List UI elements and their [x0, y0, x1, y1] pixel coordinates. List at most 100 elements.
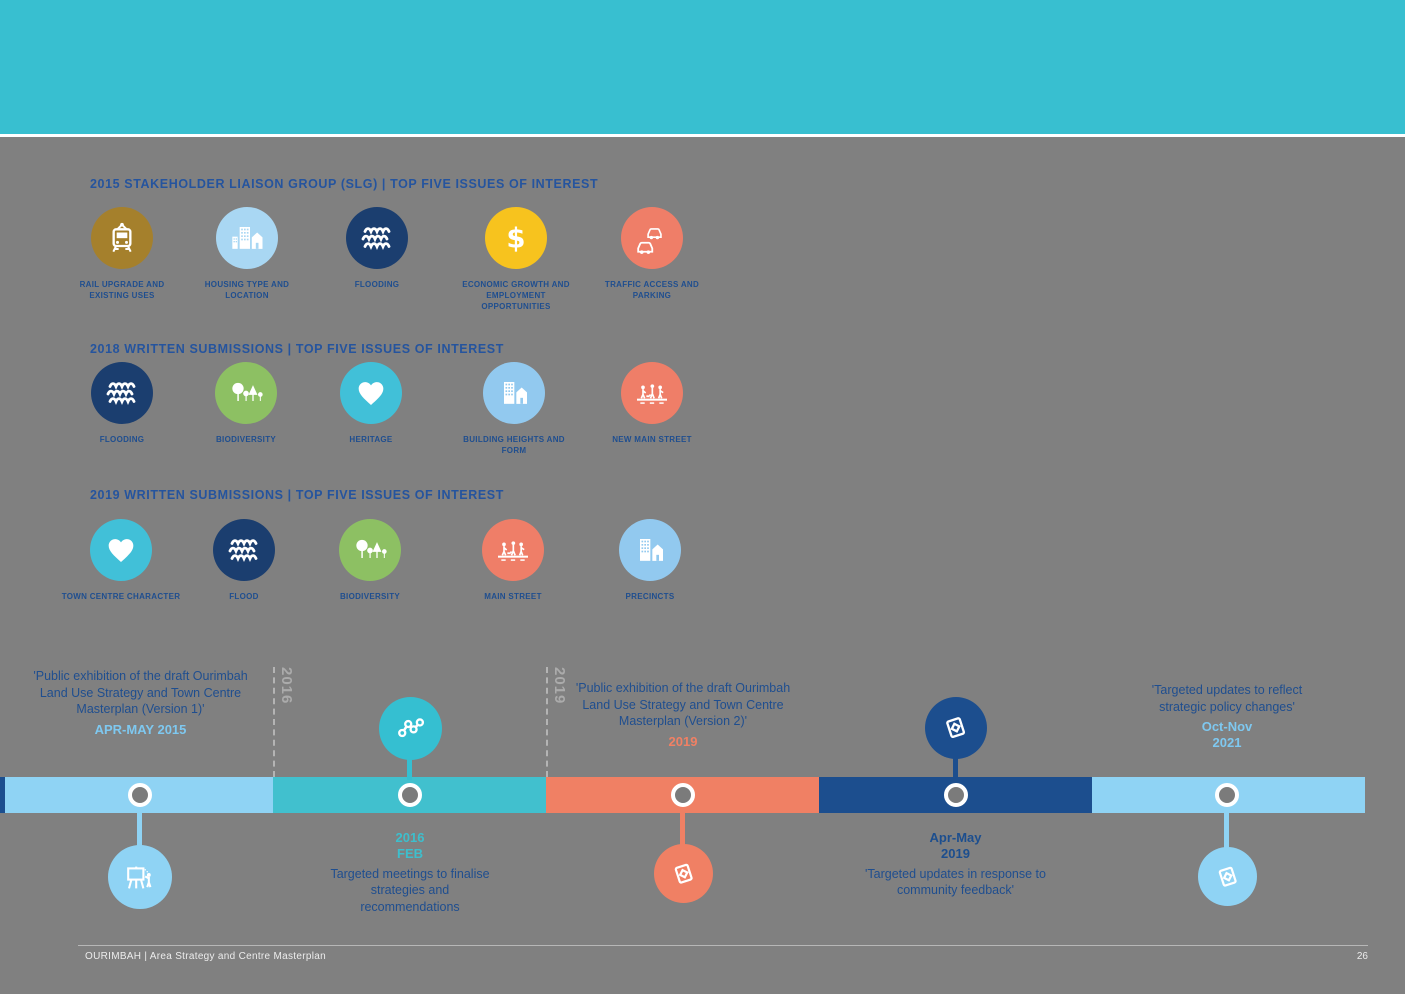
timeline-note-text: 'Public exhibition of the draft Ourimbah… [575, 681, 791, 728]
issue-circle [216, 207, 278, 269]
document-icon [946, 717, 966, 739]
milestone-circle [925, 697, 987, 759]
footer-title: OURIMBAH | Area Strategy and Centre Mast… [85, 951, 326, 962]
section-title-2019-submissions: 2019 WRITTEN SUBMISSIONS | TOP FIVE ISSU… [90, 488, 504, 502]
main-street-icon [498, 541, 528, 561]
issue-label: TRAFFIC ACCESS AND PARKING [604, 280, 700, 300]
timeline-dot [944, 783, 968, 807]
timeline-date: 2019 [668, 733, 698, 749]
page-number: 26 [1356, 951, 1368, 962]
issue-label: ECONOMIC GROWTH AND EMPLOYMENT OPPORTUNI… [462, 280, 570, 311]
heart-icon [108, 539, 134, 562]
issue-item: HERITAGE [309, 362, 433, 446]
issue-circle: $ [485, 207, 547, 269]
timeline-dot [128, 783, 152, 807]
section-title-2015-slg: 2015 STAKEHOLDER LIAISON GROUP (SLG) | T… [90, 177, 599, 191]
issue-label: RAIL UPGRADE AND EXISTING USES [79, 280, 165, 300]
issue-circle [346, 207, 408, 269]
year-marker-2019: 2019 [551, 667, 568, 705]
network-icon [397, 717, 424, 737]
waves-icon [361, 227, 391, 251]
timeline-dot [398, 783, 422, 807]
issue-circle [339, 519, 401, 581]
buildings-house-icon [232, 227, 263, 249]
dollar-icon: $ [506, 222, 525, 254]
issue-label: HERITAGE [349, 435, 393, 444]
issue-circle [215, 362, 277, 424]
issue-item: TOWN CENTRE CHARACTER [59, 519, 183, 603]
issue-label: BIODIVERSITY [339, 592, 401, 601]
issue-label: FLOODING [99, 435, 145, 444]
timeline-connector [680, 809, 685, 847]
trees-icon [232, 382, 263, 401]
issue-circle [90, 519, 152, 581]
milestone-circle [654, 844, 713, 903]
presentation-icon [126, 866, 152, 889]
issue-item: BIODIVERSITY [184, 362, 308, 446]
issue-circle [91, 207, 153, 269]
timeline-dot [671, 783, 695, 807]
issue-label: MAIN STREET [484, 592, 542, 601]
timeline-date: 2019 [941, 846, 970, 862]
issue-item: BUILDING HEIGHTS AND FORM [452, 362, 576, 457]
heart-icon [358, 382, 384, 405]
issue-item: PRECINCTS [588, 519, 712, 603]
document-icon [1218, 866, 1237, 887]
issue-item: FLOODING [315, 207, 439, 291]
timeline-connector [953, 755, 958, 780]
timeline-note-2016: 2016 FEB Targeted meetings to finalise s… [330, 830, 490, 915]
issue-item: FLOOD [182, 519, 306, 603]
timeline-connector [407, 755, 412, 780]
timeline-note-text: Targeted meetings to finalise strategies… [330, 866, 490, 914]
issue-item: HOUSING TYPE AND LOCATION [185, 207, 309, 302]
timeline-note-2019-updates: Apr-May 2019 'Targeted updates in respon… [848, 830, 1063, 899]
timeline-date: Oct-Nov [1201, 719, 1253, 734]
timeline-note-text: 'Targeted updates to reflect strategic p… [1151, 683, 1303, 714]
timeline-note-2021: 'Targeted updates to reflect strategic p… [1134, 682, 1320, 752]
issue-circle [340, 362, 402, 424]
issue-label: FLOOD [229, 592, 259, 601]
waves-icon [228, 539, 258, 563]
issue-circle [621, 362, 683, 424]
timeline-note-text: 'Public exhibition of the draft Ourimbah… [33, 669, 248, 716]
milestone-circle [379, 697, 442, 760]
tram-icon [112, 222, 132, 253]
issue-item: TRAFFIC ACCESS AND PARKING [590, 207, 714, 302]
milestone-circle [108, 845, 172, 909]
year-marker-2016: 2016 [278, 667, 295, 705]
timeline-date: Apr-May [929, 830, 982, 845]
issue-item: MAIN STREET [451, 519, 575, 603]
timeline-connector [137, 809, 142, 849]
issue-label: BUILDING HEIGHTS AND FORM [463, 435, 565, 455]
header-band [0, 0, 1405, 137]
timeline-date: 2021 [1212, 735, 1242, 751]
document-icon [674, 863, 693, 884]
waves-icon [106, 382, 136, 406]
issue-item: FLOODING [60, 362, 184, 446]
main-street-icon [637, 384, 667, 404]
timeline-date: FEB [397, 846, 423, 862]
trees-icon [356, 539, 387, 558]
year-divider-2016 [273, 667, 275, 777]
timeline-note-2015: 'Public exhibition of the draft Ourimbah… [33, 668, 248, 738]
buildings-house-icon [640, 539, 663, 561]
buildings-house-icon [504, 382, 527, 404]
issue-item: BIODIVERSITY [308, 519, 432, 603]
issue-item: NEW MAIN STREET [590, 362, 714, 446]
milestone-circle [1198, 847, 1257, 906]
issue-label: BIODIVERSITY [215, 435, 277, 444]
timeline-connector [1224, 809, 1229, 850]
issue-label: TOWN CENTRE CHARACTER [61, 592, 181, 601]
issue-label: NEW MAIN STREET [612, 435, 692, 444]
year-divider-2019 [546, 667, 548, 777]
issue-circle [91, 362, 153, 424]
timeline-dot [1215, 783, 1239, 807]
issue-item: $ ECONOMIC GROWTH AND EMPLOYMENT OPPORTU… [454, 207, 578, 312]
issue-circle [482, 519, 544, 581]
issue-label: PRECINCTS [625, 592, 675, 601]
timeline-date: APR-MAY 2015 [94, 721, 187, 737]
footer-divider [78, 945, 1368, 946]
cars-icon [637, 228, 662, 254]
issue-label: FLOODING [354, 280, 400, 289]
